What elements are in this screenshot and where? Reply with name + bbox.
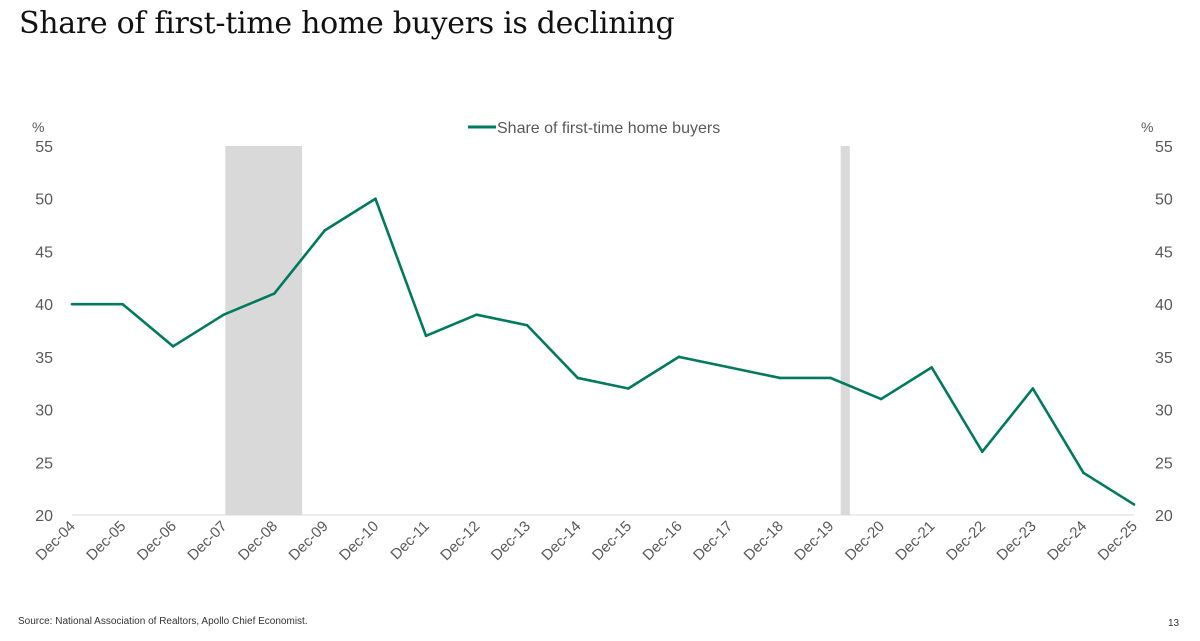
recession-band-1: [840, 146, 850, 515]
data-point: [829, 376, 832, 380]
left-y-tick-label: 30: [35, 403, 53, 420]
x-tick-label: Dec-08: [235, 518, 281, 564]
left-y-axis: 20 25 30 35 40 45 50 55%: [32, 119, 53, 525]
x-tick-label: Dec-09: [285, 518, 331, 564]
data-point: [424, 334, 428, 338]
data-point: [879, 397, 883, 401]
x-tick-label: Dec-06: [134, 518, 180, 564]
data-point: [121, 302, 124, 306]
data-point: [677, 355, 681, 359]
right-y-tick-label: 30: [1155, 403, 1173, 420]
recession-band-0: [225, 146, 303, 515]
data-point: [1132, 503, 1136, 506]
x-tick-label: Dec-07: [184, 518, 230, 564]
x-tick-label: Dec-05: [83, 518, 129, 564]
data-point: [323, 229, 327, 232]
x-tick-label: Dec-16: [639, 518, 685, 564]
right-y-unit-label: %: [1141, 119, 1153, 135]
data-point: [374, 197, 377, 201]
x-tick-label: Dec-10: [336, 518, 382, 564]
x-tick-label: Dec-23: [993, 518, 1039, 564]
right-y-axis: 20 25 30 35 40 45 50 55%: [1141, 119, 1173, 525]
x-tick-label: Dec-18: [741, 518, 787, 564]
left-y-tick-label: 50: [35, 192, 53, 209]
chart-title: Share of first-time home buyers is decli…: [19, 6, 675, 41]
page-number: 13: [1168, 618, 1180, 629]
left-y-unit-label: %: [32, 119, 44, 135]
data-point: [980, 450, 984, 454]
x-tick-label: Dec-12: [437, 518, 483, 564]
right-y-tick-label: 45: [1155, 244, 1173, 261]
x-tick-label: Dec-14: [538, 518, 584, 564]
left-y-tick-label: 40: [35, 297, 53, 314]
x-tick-label: Dec-11: [387, 518, 432, 563]
x-tick-label: Dec-25: [1095, 518, 1141, 564]
x-tick-label: Dec-20: [842, 518, 888, 564]
x-tick-label: Dec-24: [1044, 518, 1090, 564]
right-y-tick-label: 35: [1155, 350, 1173, 367]
data-point: [576, 376, 580, 380]
data-point: [272, 292, 276, 295]
series-layer: [70, 197, 1136, 506]
x-tick-label: Dec-22: [943, 518, 989, 564]
x-tick-label: Dec-17: [690, 518, 736, 564]
legend-label: Share of first-time home buyers: [497, 120, 720, 137]
right-y-tick-label: 50: [1155, 192, 1173, 209]
x-tick-label: Dec-13: [488, 518, 534, 564]
data-point: [728, 366, 731, 369]
data-point: [222, 313, 226, 316]
data-point: [626, 387, 630, 390]
right-y-tick-label: 55: [1155, 139, 1173, 156]
data-point: [70, 302, 74, 306]
data-point: [1031, 387, 1035, 390]
left-y-tick-label: 45: [35, 244, 53, 261]
data-point: [778, 376, 782, 380]
x-axis: Dec-04 Dec-05 Dec-06 Dec-07 Dec-08 Dec-09 Dec-…: [33, 514, 1141, 564]
source-note: Source: National Association of Realtors…: [18, 616, 308, 627]
data-point: [171, 345, 175, 348]
data-point: [525, 323, 529, 327]
series-line-0: [72, 197, 1135, 506]
left-y-tick-label: 35: [35, 350, 53, 367]
right-y-tick-label: 20: [1155, 508, 1173, 525]
legend: Share of first-time home buyers: [468, 120, 720, 137]
left-y-tick-label: 25: [35, 455, 53, 472]
data-point: [930, 366, 934, 369]
right-y-tick-label: 25: [1155, 455, 1173, 472]
data-point: [475, 313, 478, 316]
x-tick-label: Dec-21: [892, 518, 938, 564]
left-y-tick-label: 55: [35, 139, 53, 156]
x-tick-label: Dec-19: [791, 518, 837, 564]
data-point: [1082, 471, 1085, 475]
x-tick-label: Dec-15: [589, 518, 635, 564]
left-y-tick-label: 20: [35, 508, 53, 525]
recession-shading: [225, 146, 850, 515]
right-y-tick-label: 40: [1155, 297, 1173, 314]
